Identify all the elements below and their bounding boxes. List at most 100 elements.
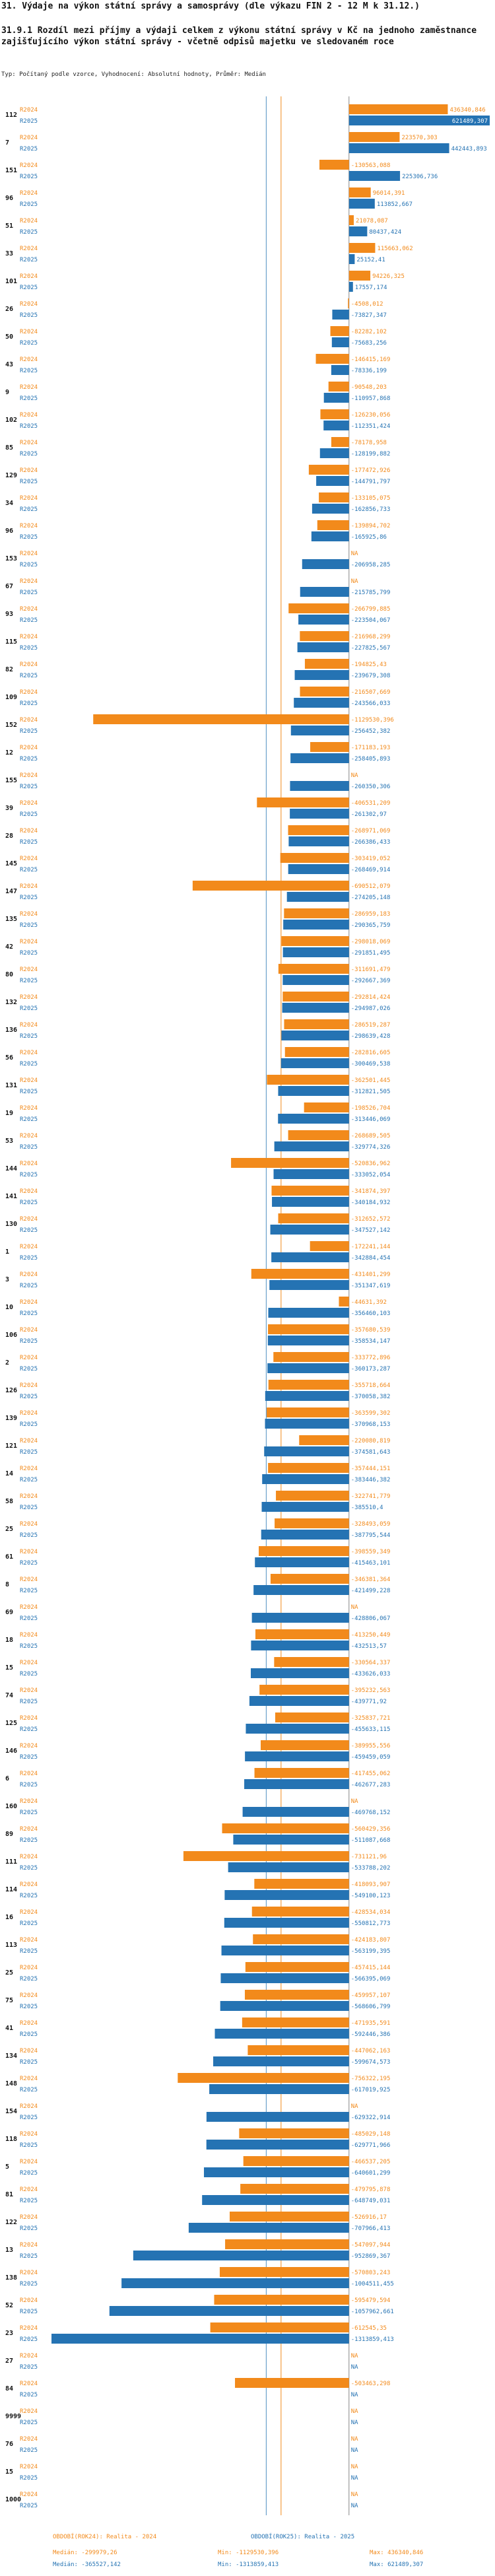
value-label-2024: -311691,479	[351, 966, 391, 973]
series-label-2024: R2024	[20, 301, 38, 308]
series-label-2025: R2025	[20, 2142, 38, 2149]
series-label-2025: R2025	[20, 978, 38, 984]
legend-2024: OBDOBÍ(ROK24): Realita - 2024	[53, 2534, 157, 2540]
value-label-2024: -398559,349	[351, 1549, 391, 1555]
value-label-2024: -333772,896	[351, 1355, 391, 1361]
series-label-2025: R2025	[20, 1782, 38, 1788]
value-label-2025: 442443,893	[451, 146, 487, 153]
value-label-2025: -428806,067	[351, 1615, 391, 1622]
series-label-2025: R2025	[20, 2392, 38, 2398]
value-label-2024: -457415,144	[351, 1965, 391, 1971]
series-label-2024: R2024	[20, 2214, 38, 2221]
row-id-label: 152	[5, 722, 17, 729]
row-id-label: 23	[5, 2330, 13, 2337]
bar-2024	[268, 1463, 349, 1473]
bar-2024	[240, 2184, 349, 2194]
value-label-2024: -286519,287	[351, 1022, 391, 1029]
row-id-label: 14	[5, 1470, 13, 1477]
series-label-2024: R2024	[20, 273, 38, 280]
value-label-2024: NA	[351, 551, 358, 557]
series-label-2025: R2025	[20, 645, 38, 652]
value-label-2024: -466537,205	[351, 2159, 391, 2165]
bar-2024	[259, 1546, 349, 1556]
bar-2024	[225, 2239, 349, 2249]
value-label-2024: -282816,605	[351, 1050, 391, 1056]
value-label-2025: -459459,059	[351, 1754, 391, 1761]
series-label-2025: R2025	[20, 1116, 38, 1123]
value-label-2025: -566395,069	[351, 1976, 391, 1983]
value-label-2024: NA	[351, 1798, 358, 1805]
bar-2024	[267, 1075, 349, 1085]
value-label-2025: -617019,925	[351, 2087, 391, 2093]
bar-2024	[178, 2073, 349, 2083]
value-label-2025: NA	[351, 2364, 358, 2371]
value-label-2024: 96014,391	[373, 190, 405, 197]
series-label-2024: R2024	[20, 994, 38, 1001]
series-label-2025: R2025	[20, 2059, 38, 2066]
value-label-2025: -75683,256	[351, 340, 387, 347]
value-label-2025: -374581,643	[351, 1449, 391, 1456]
row-id-label: 109	[5, 694, 17, 701]
bar-2024	[244, 1990, 349, 2000]
series-label-2025: R2025	[20, 1810, 38, 1816]
bar-2024	[330, 326, 349, 336]
bar-2024	[320, 409, 349, 419]
bar-2024	[235, 2378, 349, 2388]
bar-2025	[294, 670, 349, 680]
series-label-2025: R2025	[20, 2309, 38, 2315]
value-label-2024: -177472,926	[351, 467, 391, 474]
series-label-2025: R2025	[20, 1394, 38, 1400]
row-id-label: 34	[5, 500, 13, 507]
series-label-2024: R2024	[20, 551, 38, 557]
bar-2025	[202, 2195, 349, 2205]
value-label-2024: -363599,302	[351, 1410, 391, 1417]
bar-2024	[300, 631, 349, 641]
value-label-2024: -286959,183	[351, 911, 391, 918]
row-id-label: 151	[5, 167, 17, 174]
bar-2024	[229, 2212, 349, 2221]
value-label-2025: -640601,299	[351, 2170, 391, 2177]
row-id-label: 52	[5, 2302, 13, 2309]
bar-2024	[273, 1352, 349, 1362]
bar-2025	[220, 2001, 349, 2011]
bar-2025	[319, 448, 349, 458]
series-label-2024: R2024	[20, 2464, 38, 2470]
series-label-2024: R2024	[20, 661, 38, 668]
series-label-2025: R2025	[20, 1726, 38, 1733]
bar-2025	[271, 1252, 349, 1262]
row-id-label: 7	[5, 139, 9, 147]
value-label-2025: -629771,966	[351, 2142, 391, 2149]
bar-2024	[274, 1657, 349, 1667]
series-label-2024: R2024	[20, 2325, 38, 2332]
series-label-2025: R2025	[20, 479, 38, 485]
row-id-label: 15	[5, 2468, 13, 2476]
series-label-2024: R2024	[20, 1909, 38, 1916]
series-label-2025: R2025	[20, 1754, 38, 1761]
row-id-label: 5	[5, 2163, 9, 2171]
value-label-2024: -471935,591	[351, 2020, 391, 2027]
series-label-2025: R2025	[20, 174, 38, 180]
value-label-2025: -358534,147	[351, 1338, 391, 1345]
value-label-2024: -459957,107	[351, 1992, 391, 1999]
series-label-2024: R2024	[20, 1660, 38, 1666]
value-label-2025: -340184,932	[351, 1200, 391, 1206]
value-label-2024: -198526,704	[351, 1105, 391, 1112]
series-label-2025: R2025	[20, 1588, 38, 1594]
series-label-2025: R2025	[20, 1283, 38, 1289]
value-label-2025: NA	[351, 2447, 358, 2454]
row-id-label: 69	[5, 1609, 13, 1616]
bar-2024	[300, 687, 349, 696]
value-label-2025: -243566,033	[351, 700, 391, 707]
series-label-2025: R2025	[20, 1144, 38, 1151]
bar-2025	[278, 1086, 349, 1096]
value-label-2024: -526916,17	[351, 2214, 387, 2221]
bar-2024	[239, 2128, 349, 2138]
value-label-2024: -90548,203	[351, 384, 387, 391]
bar-2025	[283, 920, 349, 930]
bar-2024	[245, 1962, 349, 1972]
value-label-2025: -549100,123	[351, 1893, 391, 1899]
value-label-2025: -415463,101	[351, 1560, 391, 1567]
series-label-2024: R2024	[20, 606, 38, 613]
series-label-2024: R2024	[20, 2103, 38, 2110]
bar-2025	[348, 199, 375, 209]
